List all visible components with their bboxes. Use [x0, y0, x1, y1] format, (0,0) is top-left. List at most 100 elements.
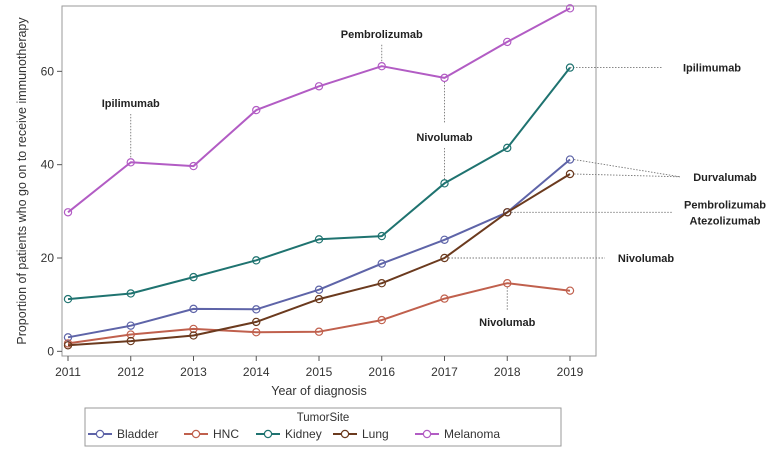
data-point-melanoma [440, 73, 449, 83]
legend-label-hnc: HNC [213, 427, 239, 441]
series-melanoma [63, 4, 575, 217]
data-point-melanoma [189, 161, 198, 171]
annotation-line: Pembrolizumab [684, 199, 766, 211]
data-point-kidney [503, 143, 512, 153]
annotation-line: Nivolumab [416, 132, 473, 144]
data-point-kidney [565, 63, 575, 72]
x-tick-label: 2012 [117, 365, 144, 379]
legend-marker-kidney [263, 429, 273, 439]
legend-label-melanoma: Melanoma [444, 427, 500, 441]
data-point-bladder [440, 235, 449, 244]
data-point-lung [189, 331, 198, 340]
annotation-line: Durvalumab [693, 172, 757, 184]
data-point-lung [252, 317, 261, 327]
plot-frame [61, 5, 597, 357]
data-point-lung [126, 336, 135, 346]
legend-marker-lung [340, 429, 350, 439]
annotation-pembro-atezo-right: Pembrolizumab Atezolizumab [684, 199, 766, 227]
x-axis-title: Year of diagnosis [271, 384, 366, 398]
data-point-hnc [126, 330, 135, 339]
series-line-melanoma [67, 7, 571, 214]
legend-item-lung: Lung [333, 427, 389, 441]
annotation-line: Atezolizumab [690, 215, 761, 227]
data-point-lung [377, 279, 386, 288]
x-tick-label: 2013 [180, 365, 207, 379]
data-point-bladder [314, 285, 324, 294]
annotation-nivolumab-2018: Nivolumab [479, 317, 536, 329]
x-tick-label: 2019 [557, 365, 584, 379]
annotation-durvalumab-right: Durvalumab [693, 172, 757, 184]
legend-marker-bladder [95, 429, 105, 439]
data-point-kidney [314, 235, 324, 244]
data-point-melanoma [126, 158, 135, 167]
x-tick-label: 2017 [431, 365, 458, 379]
series-line-bladder [67, 158, 571, 339]
series-kidney [63, 63, 575, 304]
y-tick-label: 40 [41, 158, 55, 172]
data-point-lung [503, 208, 512, 217]
legend-item-bladder: Bladder [88, 427, 158, 441]
annotation-ipilimumab-2012: Ipilimumab [102, 98, 160, 110]
data-point-hnc [189, 324, 198, 334]
data-point-kidney [252, 256, 261, 265]
data-point-kidney [440, 179, 449, 188]
data-point-lung [63, 341, 73, 350]
data-point-hnc [565, 286, 575, 295]
annotation-nivolumab-2017: Nivolumab [416, 132, 473, 144]
annotation-line: Nivolumab [618, 253, 675, 265]
annotation-line: Pembrolizumab [341, 29, 423, 41]
data-point-melanoma [565, 4, 575, 13]
data-point-hnc [503, 279, 512, 288]
x-tick-label: 2018 [494, 365, 521, 379]
series-bladder [63, 155, 575, 342]
legend-item-hnc: HNC [184, 427, 239, 441]
series-line-kidney [67, 66, 571, 301]
annotation-line: Ipilimumab [683, 63, 741, 75]
y-tick-label: 60 [41, 64, 55, 78]
legend-box [84, 407, 562, 447]
data-point-hnc [314, 327, 324, 336]
data-point-melanoma [503, 37, 512, 47]
data-point-bladder [126, 321, 135, 330]
data-point-hnc [377, 315, 386, 325]
data-point-hnc [440, 294, 449, 303]
annotation-leader [573, 173, 681, 178]
annotation-line: Ipilimumab [102, 98, 160, 110]
annotation-line: Nivolumab [479, 317, 536, 329]
legend-label-bladder: Bladder [117, 427, 158, 441]
data-point-kidney [377, 231, 386, 241]
data-point-bladder [377, 259, 386, 268]
data-point-hnc [252, 328, 261, 337]
legend-marker-melanoma [422, 429, 432, 439]
y-axis-title: Proportion of patients who go on to rece… [15, 17, 29, 345]
series-line-lung [67, 173, 571, 347]
legend-label-lung: Lung [362, 427, 389, 441]
annotation-ipilimumab-right: Ipilimumab [683, 63, 741, 75]
y-tick-label: 0 [47, 344, 54, 358]
x-tick-label: 2016 [368, 365, 395, 379]
data-point-melanoma [63, 208, 73, 217]
y-tick-label: 20 [41, 251, 55, 265]
legend-label-kidney: Kidney [285, 427, 322, 441]
x-tick-label: 2011 [55, 365, 81, 379]
legend-marker-hnc [191, 429, 201, 439]
legend-item-kidney: Kidney [256, 427, 322, 441]
data-point-kidney [126, 289, 135, 298]
series-lung [63, 169, 575, 350]
series-line-hnc [67, 282, 571, 345]
data-point-lung [565, 169, 575, 179]
x-tick-label: 2014 [243, 365, 270, 379]
data-point-bladder [63, 333, 73, 342]
annotation-pembrolizumab-2016: Pembrolizumab [341, 29, 423, 41]
data-point-melanoma [377, 61, 386, 71]
data-point-melanoma [252, 105, 261, 115]
data-point-melanoma [314, 82, 324, 91]
legend-title: TumorSite [297, 412, 350, 424]
annotation-nivolumab-right: Nivolumab [618, 253, 675, 265]
x-tick-label: 2015 [306, 365, 333, 379]
data-point-bladder [565, 155, 575, 164]
legend-item-melanoma: Melanoma [415, 427, 500, 441]
data-point-kidney [189, 272, 198, 282]
data-point-lung [314, 294, 324, 304]
